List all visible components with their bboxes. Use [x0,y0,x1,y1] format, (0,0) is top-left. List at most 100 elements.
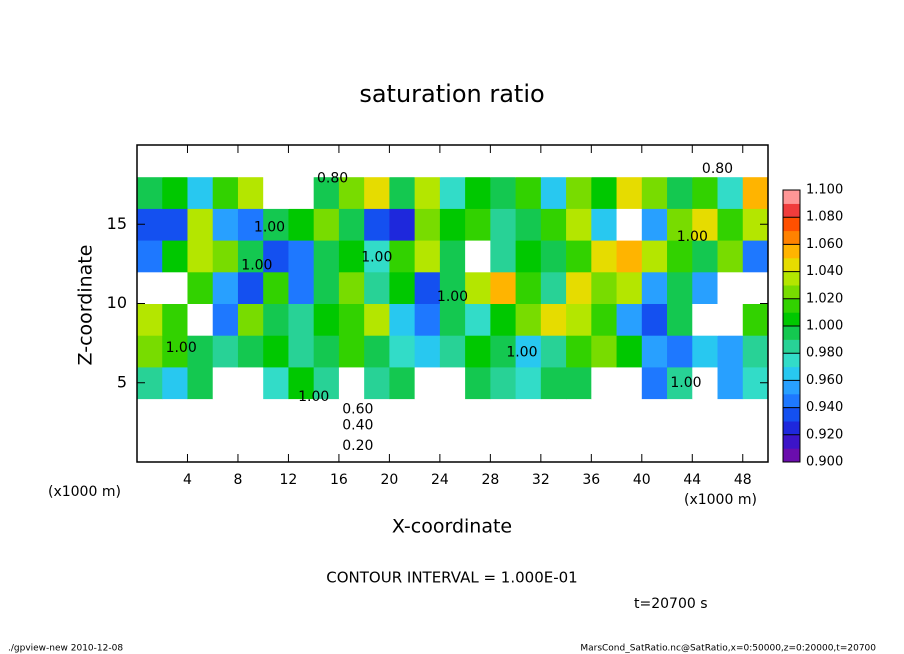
heat-cell [288,208,315,241]
colorbar-tick-label: 1.080 [806,210,843,225]
heat-cell [338,271,365,304]
heat-cell [237,145,264,178]
colorbar-swatch [783,448,800,463]
heat-cell [667,240,693,273]
heat-cell [540,208,567,241]
contour-label: 1.00 [361,250,392,266]
time-label: t=20700 s [634,596,708,612]
heat-cell [288,430,315,463]
heat-cell [742,271,769,304]
heat-cell [515,271,542,304]
heat-cell [616,303,643,336]
heat-cell [237,335,264,368]
heat-cell [162,240,188,273]
heat-cell [263,176,289,209]
heat-cell [212,271,239,304]
heat-cell [212,303,239,336]
colorbar-tick-label: 0.940 [806,400,843,415]
contour-interval: CONTOUR INTERVAL = 1.000E-01 [326,569,577,587]
heat-cell [540,176,567,209]
heat-cell [414,271,441,304]
heat-cell [566,430,592,463]
heat-cell [313,208,340,241]
heat-cell [313,366,340,400]
heat-cell [313,398,340,431]
heat-cell [338,366,365,400]
heat-cell [389,303,416,336]
heat-cell [566,145,592,178]
heat-cell [515,335,542,368]
heat-cell [641,303,668,336]
heat-cell [490,145,517,178]
colorbar-swatch [783,339,800,354]
heat-cell [742,240,769,273]
heat-cell [137,271,163,304]
heat-cell [591,366,618,400]
heat-cell [465,335,491,368]
contour-label: 0.40 [342,418,373,434]
heat-cell [187,271,214,304]
heat-cell [692,271,719,304]
heat-cell [364,303,390,336]
heat-cell [641,240,668,273]
heat-cell [162,271,188,304]
heat-cell [263,335,289,368]
colorbar-swatch [783,258,800,272]
heat-cell [338,398,365,431]
heat-cell [616,398,643,431]
heat-cell [540,271,567,304]
heat-cell [187,398,214,431]
heat-cell [591,208,618,241]
chart-title: saturation ratio [359,80,544,108]
contour-label: 1.00 [254,219,285,235]
heat-cell [212,176,239,209]
heat-cell [742,335,769,368]
heat-cell [137,430,163,463]
x-tick-label: 4 [183,472,192,488]
heat-cell [667,398,693,431]
heat-cell [212,240,239,273]
heat-cell [237,366,264,400]
heat-cell [288,303,315,336]
heat-cell [263,430,289,463]
heat-cell [591,145,618,178]
heat-cell [364,398,390,431]
heat-cell [263,398,289,431]
heat-cell [540,430,567,463]
heat-cell [465,398,491,431]
y-tick-label: 5 [117,372,127,391]
heat-cell [263,240,289,273]
heat-cell [465,145,491,178]
x-tick-label: 36 [582,472,600,488]
colorbar-tick-label: 1.000 [806,319,843,334]
contour-label: 1.00 [506,345,537,361]
heat-cell [667,335,693,368]
heat-cell [439,398,466,431]
heat-cell [591,176,618,209]
heat-cell [515,176,542,209]
heat-cell [389,176,416,209]
heat-cell [616,176,643,209]
heat-cell [490,303,517,336]
contour-label: 1.00 [670,375,701,391]
heat-cell [717,366,744,400]
heat-cell [490,240,517,273]
heat-cell [263,271,289,304]
heat-cell [742,176,769,209]
heat-cell [616,240,643,273]
contour-label: 0.60 [342,402,373,418]
heat-cell [288,145,315,178]
heat-cell [515,208,542,241]
colorbar-tick-label: 0.980 [806,346,843,361]
colorbar-tick-label: 0.960 [806,373,843,388]
heat-cell [591,398,618,431]
heat-cell [288,271,315,304]
heat-cell [414,145,441,178]
colorbar-swatch [783,434,800,449]
x-tick-label: 32 [532,472,550,488]
x-tick-label: 24 [431,472,449,488]
heat-cell [187,430,214,463]
heat-cell [187,145,214,178]
heat-cell [515,145,542,178]
x-tick-label: 12 [280,472,298,488]
